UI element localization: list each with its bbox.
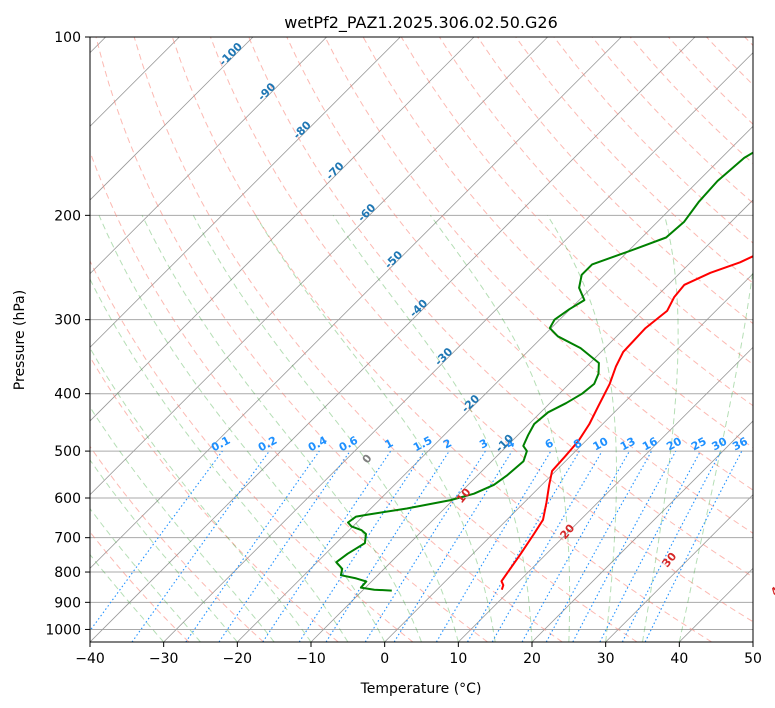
isotherm--50 <box>90 37 622 569</box>
x-tick-label: 50 <box>744 651 762 667</box>
y-tick-label: 200 <box>54 208 81 224</box>
mixing-ratio-label: 25 <box>689 435 709 454</box>
x-tick-label: 40 <box>670 651 688 667</box>
guide-lines <box>90 37 753 642</box>
axes: −40 −30 −20 −10 0 10 20 30 40 50 100 200 300 400 500 60… <box>45 30 762 667</box>
mixing-ratio-line <box>393 450 513 642</box>
mixing-ratio-line <box>545 450 653 642</box>
mixing-ratio-line <box>572 450 677 642</box>
isotherm--20 <box>237 125 753 642</box>
dry-adiabat <box>133 37 638 642</box>
mixing-ratio-label: 30 <box>710 435 730 454</box>
x-tick-label: 10 <box>449 651 467 667</box>
moist-adiabat <box>547 215 617 642</box>
dry-adiabat <box>324 37 753 491</box>
x-tick-label: −40 <box>75 651 105 667</box>
profile-lines <box>335 151 753 592</box>
moist-adiabat <box>332 215 533 642</box>
moist-adiabat <box>98 215 386 642</box>
moist-adiabat <box>141 215 422 642</box>
chart-title: wetPf2_PAZ1.2025.306.02.50.G26 <box>284 13 558 33</box>
y-axis-label: Pressure (hPa) <box>12 290 28 390</box>
isotherm--100 <box>90 37 254 201</box>
dry-adiabat <box>90 356 339 642</box>
moist-adiabat <box>429 215 571 642</box>
dry-adiabat <box>90 445 264 642</box>
y-tick-label: 500 <box>54 444 81 460</box>
mixing-ratio-line <box>185 450 320 642</box>
mixing-ratio-label: 20 <box>664 435 684 454</box>
mixing-ratio-label: 36 <box>730 435 750 454</box>
x-axis-label: Temperature (°C) <box>360 681 482 697</box>
moist-adiabat <box>90 347 312 642</box>
plot-background <box>90 37 753 642</box>
isotherm--30 <box>163 52 753 642</box>
y-tick-label: 1000 <box>45 622 81 638</box>
mixing-ratio-label: 10 <box>591 435 611 454</box>
moist-adiabat <box>678 265 753 642</box>
x-tick-label: −10 <box>296 651 326 667</box>
y-tick-label: 400 <box>54 387 81 403</box>
moist-adiabat <box>90 406 275 642</box>
x-tick-label: 0 <box>380 651 389 667</box>
y-tick-label: 100 <box>54 30 81 46</box>
dry-adiabat <box>210 37 753 623</box>
x-tick-label: 30 <box>597 651 615 667</box>
dry-adiabat-label: 40 <box>768 578 775 598</box>
mixing-ratio-label: 16 <box>640 435 660 454</box>
isotherm--70 <box>90 37 475 422</box>
dewpoint-line <box>335 151 753 592</box>
moist-adiabat <box>642 215 679 642</box>
x-tick-label: −20 <box>223 651 253 667</box>
temperature-line <box>500 255 753 591</box>
dry-adiabat <box>95 37 563 642</box>
y-tick-label: 800 <box>54 565 81 581</box>
moist-adiabat <box>90 459 238 642</box>
moist-adiabat <box>192 215 459 642</box>
mixing-ratio-line <box>90 450 223 632</box>
y-tick-label: 700 <box>54 531 81 547</box>
isotherm-20 <box>531 420 753 642</box>
dry-adiabat <box>90 259 414 642</box>
isotherm--80 <box>90 37 401 348</box>
y-tick-label: 300 <box>54 313 81 329</box>
isotherm--40 <box>90 37 696 642</box>
mixing-ratio-line <box>262 450 392 642</box>
dry-adiabat <box>248 37 753 578</box>
mixing-ratio-line <box>521 450 630 642</box>
isotherm-0 <box>384 273 753 642</box>
y-tick-label: 600 <box>54 491 81 507</box>
plot-frame <box>89 36 754 643</box>
y-tick-label: 900 <box>54 595 81 611</box>
dry-adiabat <box>515 37 753 284</box>
isotherm-30 <box>605 494 753 642</box>
isotherm--90 <box>90 37 327 275</box>
x-tick-label: −30 <box>149 651 179 667</box>
isotherm-10 <box>458 346 753 642</box>
isotherm-50 <box>752 641 753 642</box>
mixing-ratio-line <box>644 450 743 642</box>
isotherm--60 <box>90 37 548 496</box>
mixing-ratio-line <box>218 450 351 642</box>
mixing-ratio-line <box>131 450 270 642</box>
x-tick-label: 20 <box>523 651 541 667</box>
mixing-ratio-line <box>325 450 450 642</box>
dry-adiabat <box>286 37 753 534</box>
mixing-ratio-line <box>298 450 425 642</box>
mixing-ratio-label: 13 <box>618 435 638 454</box>
dry-adiabat <box>171 37 712 642</box>
